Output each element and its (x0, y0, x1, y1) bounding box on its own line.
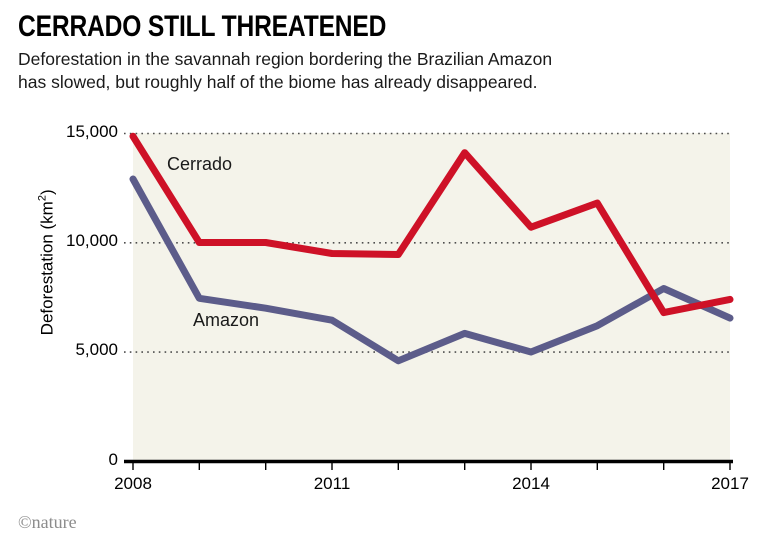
y-tick-label-10000: 10,000 (66, 231, 118, 250)
y-tick-label-0: 0 (108, 450, 118, 469)
x-tick-label-2017: 2017 (711, 474, 749, 493)
page-title: CERRADO STILL THREATENED (18, 10, 387, 43)
header: CERRADO STILL THREATENED Deforestation i… (18, 10, 748, 94)
x-axis-ticks (132, 461, 731, 470)
y-tick-label-15000: 15,000 (66, 122, 118, 141)
subtitle-line-2: has slowed, but roughly half of the biom… (18, 72, 538, 92)
subtitle-line-1: Deforestation in the savannah region bor… (18, 49, 553, 69)
series-line-amazon (129, 175, 734, 365)
chart-subtitle: Deforestation in the savannah region bor… (18, 48, 718, 94)
plot-background (133, 133, 730, 461)
series-label-amazon: Amazon (193, 310, 260, 330)
nature-credit: ©nature (18, 512, 77, 532)
x-tick-label-2011: 2011 (313, 474, 351, 493)
series-label-cerrado: Cerrado (167, 154, 233, 174)
x-tick-label-2014: 2014 (512, 474, 550, 493)
y-tick-label-5000: 5,000 (75, 340, 118, 359)
x-tick-label-2008: 2008 (114, 474, 152, 493)
